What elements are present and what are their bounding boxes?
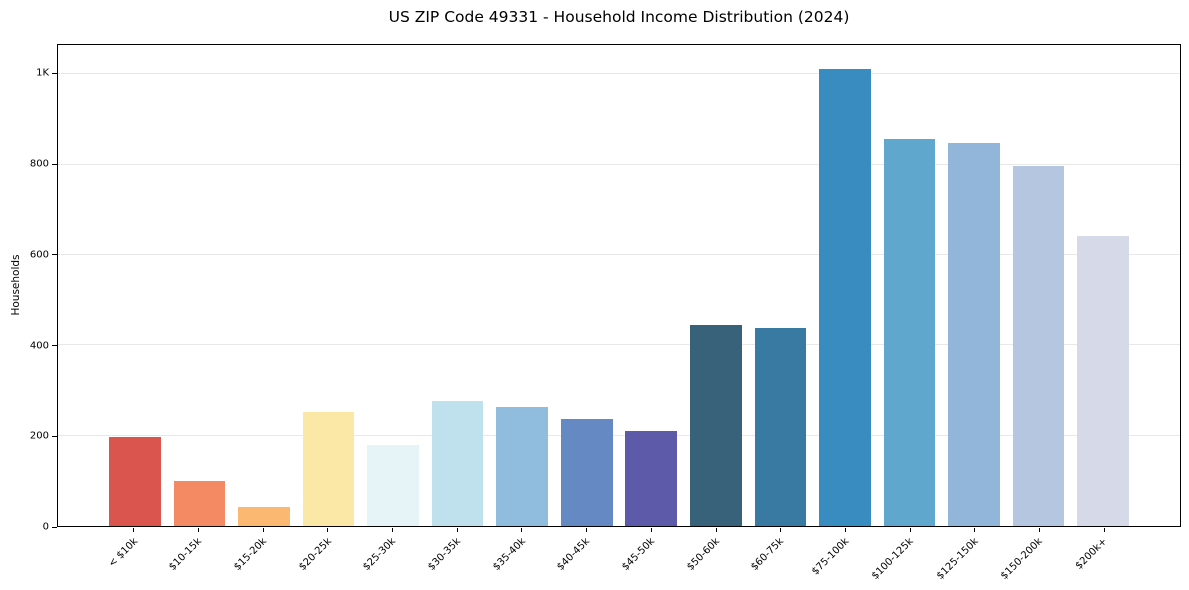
- x-tick-label-20-25k: $20-25k: [296, 536, 334, 573]
- y-tick-label-1k: 1K: [36, 67, 49, 79]
- bar-40-45k: [560, 418, 613, 526]
- bar-10-15k: [173, 480, 226, 526]
- gridline-200: [58, 434, 1180, 436]
- x-tick-label-50-60k: $50-60k: [684, 536, 722, 573]
- x-tick-label-75-100k: $75-100k: [809, 536, 852, 578]
- x-tick-mark-125-150k: [974, 528, 976, 532]
- y-tick-mark-400: [52, 345, 57, 347]
- y-tick-label-0: 0: [42, 521, 49, 533]
- bar-30-35k: [431, 400, 484, 526]
- x-tick-mark-75-100k: [844, 528, 846, 532]
- bar-125-150k: [948, 143, 1000, 526]
- x-tick-mark-25-30k: [392, 528, 394, 532]
- x-tick-mark-200k: [1103, 528, 1105, 532]
- x-tick-label-150-200k: $150-200k: [999, 536, 1046, 582]
- y-tick-label-800: 800: [29, 158, 49, 170]
- x-tick-mark-35-40k: [521, 528, 523, 532]
- x-tick-mark-45-50k: [650, 528, 652, 532]
- bar-35-40k: [496, 406, 548, 526]
- y-tick-mark-800: [52, 163, 57, 165]
- x-tick-mark-50-60k: [715, 528, 717, 532]
- bar-45-50k: [625, 431, 678, 526]
- bar-60-75k: [754, 328, 807, 526]
- x-tick-label-25-30k: $25-30k: [361, 536, 399, 573]
- x-tick-mark-40-45k: [586, 528, 588, 532]
- bar-50-60k: [690, 325, 742, 526]
- y-axis-label: Households: [10, 254, 22, 316]
- gridline-400: [58, 344, 1180, 346]
- x-tick-label-10-15k: $10-15k: [167, 536, 205, 573]
- y-tick-mark-1k: [52, 72, 57, 74]
- bar-75-100k: [819, 68, 871, 526]
- x-tick-label-15-20k: $15-20k: [232, 536, 270, 573]
- x-tick-label-100-125k: $100-125k: [869, 536, 916, 582]
- y-tick-label-600: 600: [29, 249, 49, 261]
- x-tick-mark-15-20k: [262, 528, 264, 532]
- bar-200k: [1077, 235, 1129, 526]
- x-tick-label-30-35k: $30-35k: [426, 536, 464, 573]
- x-tick-label-10k: < $10k: [106, 536, 140, 570]
- x-tick-mark-20-25k: [327, 528, 329, 532]
- gridline-600: [58, 254, 1180, 256]
- y-tick-mark-600: [52, 254, 57, 256]
- bar-15-20k: [238, 507, 290, 526]
- bar-25-30k: [367, 444, 419, 526]
- plot-area: [57, 44, 1181, 527]
- y-tick-mark-0: [52, 526, 57, 528]
- x-tick-mark-30-35k: [456, 528, 458, 532]
- x-tick-label-200k: $200k+: [1074, 536, 1110, 572]
- x-tick-label-35-40k: $35-40k: [490, 536, 528, 573]
- x-tick-mark-60-75k: [780, 528, 782, 532]
- gridline-1k: [58, 73, 1180, 75]
- bar-10k: [109, 437, 161, 526]
- y-tick-label-400: 400: [29, 340, 49, 352]
- bar-150-200k: [1012, 166, 1065, 526]
- x-tick-label-60-75k: $60-75k: [749, 536, 787, 573]
- x-tick-label-125-150k: $125-150k: [934, 536, 981, 582]
- x-tick-mark-100-125k: [909, 528, 911, 532]
- bar-20-25k: [302, 411, 355, 526]
- x-tick-mark-150-200k: [1038, 528, 1040, 532]
- y-tick-mark-200: [52, 435, 57, 437]
- x-tick-label-40-45k: $40-45k: [555, 536, 593, 573]
- x-tick-label-45-50k: $45-50k: [620, 536, 658, 573]
- chart-title: US ZIP Code 49331 - Household Income Dis…: [388, 8, 850, 26]
- y-tick-label-200: 200: [29, 430, 49, 442]
- x-tick-mark-10k: [133, 528, 135, 532]
- x-tick-mark-10-15k: [198, 528, 200, 532]
- bar-100-125k: [883, 139, 936, 526]
- gridline-800: [58, 163, 1180, 165]
